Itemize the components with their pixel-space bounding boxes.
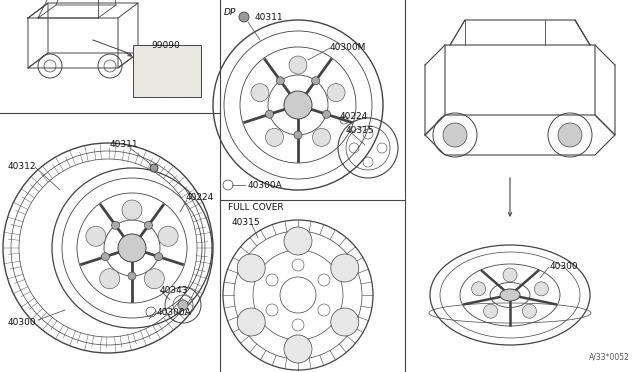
Text: 40300: 40300 bbox=[8, 318, 36, 327]
Circle shape bbox=[266, 128, 284, 146]
Circle shape bbox=[86, 226, 106, 246]
Text: FULL COVER: FULL COVER bbox=[228, 203, 284, 212]
Circle shape bbox=[503, 268, 517, 282]
Circle shape bbox=[331, 308, 359, 336]
Circle shape bbox=[178, 300, 188, 310]
Circle shape bbox=[284, 227, 312, 255]
Circle shape bbox=[251, 84, 269, 102]
Circle shape bbox=[150, 164, 158, 172]
Text: 40224: 40224 bbox=[186, 193, 214, 202]
Circle shape bbox=[101, 253, 109, 261]
Text: 40315: 40315 bbox=[346, 126, 374, 135]
Circle shape bbox=[155, 253, 163, 261]
Circle shape bbox=[312, 77, 319, 85]
Text: 99090: 99090 bbox=[151, 41, 180, 50]
Circle shape bbox=[276, 77, 284, 85]
Text: 40300M: 40300M bbox=[330, 43, 366, 52]
Ellipse shape bbox=[500, 289, 520, 301]
Circle shape bbox=[128, 272, 136, 280]
Text: 40300: 40300 bbox=[550, 262, 579, 271]
Circle shape bbox=[522, 304, 536, 318]
Circle shape bbox=[237, 308, 265, 336]
Text: 40224: 40224 bbox=[340, 112, 368, 121]
Circle shape bbox=[111, 221, 120, 230]
Circle shape bbox=[118, 234, 146, 262]
Bar bbox=[133, 45, 201, 97]
Circle shape bbox=[289, 56, 307, 74]
Circle shape bbox=[443, 123, 467, 147]
Circle shape bbox=[284, 91, 312, 119]
Circle shape bbox=[472, 282, 486, 296]
Circle shape bbox=[266, 110, 273, 118]
Circle shape bbox=[484, 304, 498, 318]
Circle shape bbox=[327, 84, 345, 102]
Circle shape bbox=[237, 254, 265, 282]
Text: 40312: 40312 bbox=[8, 162, 36, 171]
Circle shape bbox=[145, 269, 164, 289]
Text: 40343: 40343 bbox=[160, 286, 189, 295]
Circle shape bbox=[534, 282, 548, 296]
Circle shape bbox=[284, 335, 312, 363]
Text: 40315: 40315 bbox=[232, 218, 260, 227]
Text: A/33*0052: A/33*0052 bbox=[589, 353, 630, 362]
Circle shape bbox=[158, 226, 178, 246]
Circle shape bbox=[294, 131, 302, 139]
Circle shape bbox=[323, 110, 330, 118]
Text: DP: DP bbox=[224, 8, 236, 17]
Circle shape bbox=[558, 123, 582, 147]
Circle shape bbox=[100, 269, 120, 289]
Circle shape bbox=[239, 12, 249, 22]
Circle shape bbox=[122, 200, 142, 220]
Circle shape bbox=[312, 128, 330, 146]
Text: 40311: 40311 bbox=[110, 140, 139, 149]
Circle shape bbox=[145, 221, 152, 230]
Text: 40311: 40311 bbox=[255, 13, 284, 22]
Circle shape bbox=[331, 254, 359, 282]
Text: 40300A: 40300A bbox=[157, 308, 192, 317]
Text: 40300A: 40300A bbox=[248, 181, 283, 190]
